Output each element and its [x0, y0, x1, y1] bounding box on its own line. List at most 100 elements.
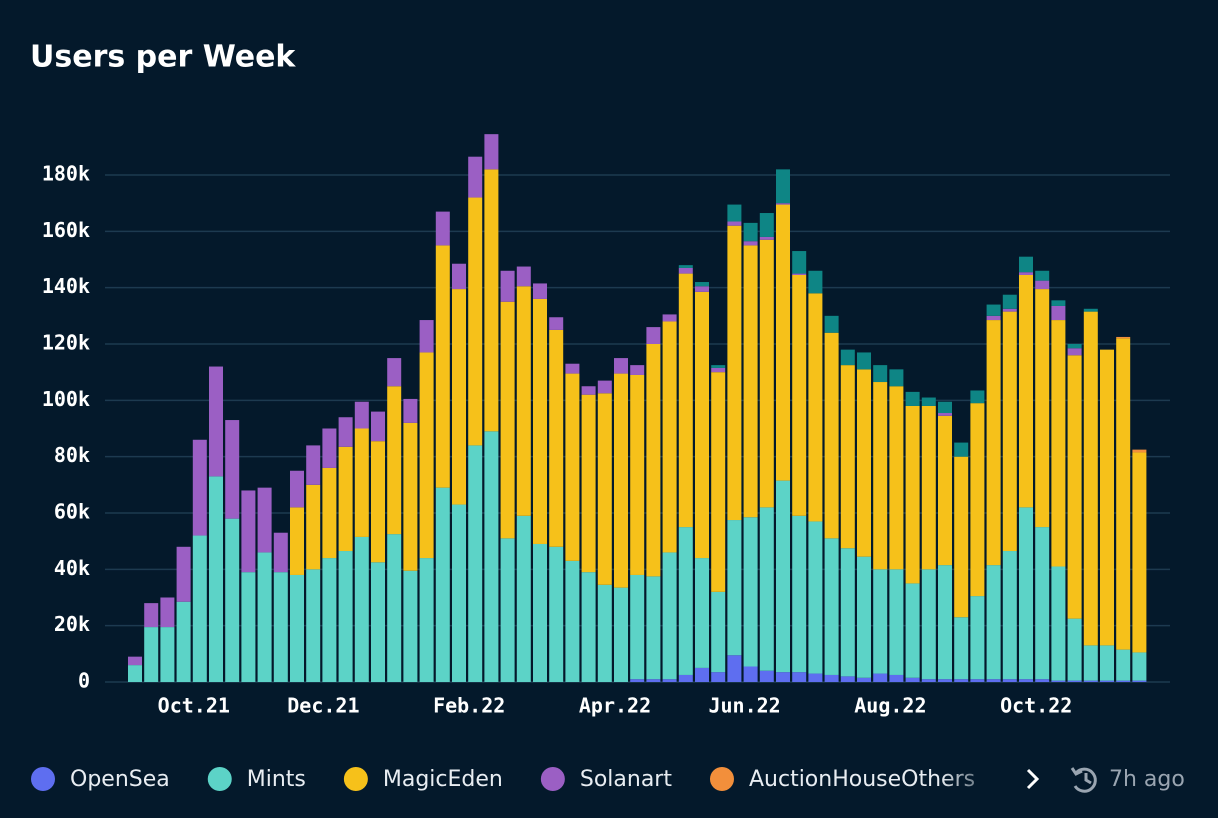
y-tick-label: 120k	[42, 331, 90, 355]
bar-segment	[338, 551, 353, 682]
bar-segment	[840, 676, 855, 682]
bar-segment	[954, 442, 969, 457]
bar-segment	[225, 518, 240, 682]
bar-segment	[1067, 618, 1082, 681]
bar-segment	[1035, 679, 1050, 682]
x-tick-label: Apr.22	[579, 694, 651, 718]
bar-segment	[840, 548, 855, 677]
bar-segment	[1051, 320, 1066, 567]
bar-segment	[419, 320, 434, 353]
bar-segment	[857, 352, 871, 370]
bar-segment	[759, 670, 774, 682]
legend: OpenSea Mints MagicEden Solanart AuctionHous…	[31, 767, 975, 792]
bar-segment	[970, 596, 985, 680]
bar-segment	[662, 552, 677, 680]
bar-segment	[1019, 679, 1033, 682]
bar-segment	[970, 403, 985, 597]
bar-segment	[938, 401, 952, 414]
bar-segment	[695, 291, 709, 559]
bar-segment	[678, 674, 693, 682]
y-tick-label: 100k	[42, 387, 90, 411]
bar-segment	[743, 245, 758, 518]
bar-segment	[776, 169, 790, 204]
legend-label: MagicEden	[383, 767, 503, 792]
bar-segment	[646, 327, 661, 344]
bar-segment	[419, 352, 434, 559]
bar-segment	[403, 422, 418, 571]
bar-segment	[533, 298, 547, 544]
bar-segment	[338, 417, 353, 447]
bar-segment	[468, 156, 483, 198]
bar-segment	[727, 204, 742, 222]
bar-segment	[1035, 270, 1050, 281]
legend-label: Mints	[247, 767, 306, 792]
bar-segment	[176, 601, 191, 682]
bar-segment	[662, 321, 677, 553]
bar-segment	[354, 536, 369, 682]
bar-segment	[597, 380, 612, 394]
bar-segment	[905, 405, 920, 584]
legend-fade	[940, 760, 1000, 800]
y-tick-label: 80k	[54, 443, 90, 467]
legend-label: AuctionHouseOthers	[749, 767, 975, 792]
bar-segment	[1132, 449, 1147, 453]
bar-segment	[905, 677, 920, 682]
bar-segment	[597, 393, 612, 585]
bar-segment	[1035, 280, 1050, 290]
updated-time: 7h ago	[1109, 767, 1185, 792]
bar-segment	[516, 286, 531, 516]
bar-segment	[290, 574, 304, 682]
bar-segment	[452, 504, 466, 682]
bar-segment	[484, 431, 499, 682]
bar-segment	[387, 358, 402, 387]
bar-segment	[808, 673, 823, 682]
bar-segment	[889, 674, 904, 682]
bar-segment	[338, 446, 353, 552]
bar-segment	[435, 487, 450, 682]
bar-segment	[759, 239, 774, 508]
x-tick-label: Aug.22	[854, 694, 926, 718]
bar-segment	[403, 398, 418, 423]
legend-label: OpenSea	[70, 767, 170, 792]
bar-segment	[695, 558, 709, 668]
bar-segment	[678, 265, 693, 268]
bar-segment	[371, 562, 385, 682]
bar-segment	[354, 428, 369, 537]
bar-segment	[938, 413, 952, 416]
bar-segment	[484, 169, 499, 432]
bar-segment	[970, 390, 985, 404]
bar-segment	[986, 565, 1001, 680]
bar-segment	[695, 282, 709, 287]
bar-segment	[905, 583, 920, 678]
bar-segment	[371, 411, 385, 442]
y-tick-label: 180k	[42, 162, 90, 186]
bar-segment	[986, 304, 1001, 316]
bar-segment	[322, 428, 337, 468]
x-tick-label: Feb.22	[433, 694, 505, 718]
bar-segment	[257, 487, 272, 553]
legend-next[interactable]	[1026, 768, 1040, 790]
bar-segment	[1100, 645, 1114, 681]
bar-segment	[954, 617, 969, 680]
bar-segment	[792, 672, 807, 682]
y-tick-label: 140k	[42, 274, 90, 298]
bar-segment	[630, 679, 645, 682]
bar-segment	[711, 372, 726, 592]
bar-segment	[290, 507, 304, 575]
bar-segment	[857, 677, 871, 682]
bar-segment	[387, 534, 402, 682]
bar-segment	[986, 679, 1001, 682]
bar-segment	[128, 665, 142, 682]
bar-segment	[630, 365, 645, 375]
bar-segment	[1035, 289, 1050, 528]
bar-segment	[727, 221, 742, 226]
bar-segment	[306, 445, 321, 485]
bar-segment	[1051, 680, 1066, 682]
bar-segment	[889, 569, 904, 675]
bar-segment	[759, 213, 774, 237]
bar-segment	[662, 314, 677, 322]
bar-segment	[581, 394, 596, 573]
bar-segment	[1067, 680, 1082, 682]
bar-segment	[1100, 349, 1114, 646]
bar-segment	[630, 574, 645, 680]
